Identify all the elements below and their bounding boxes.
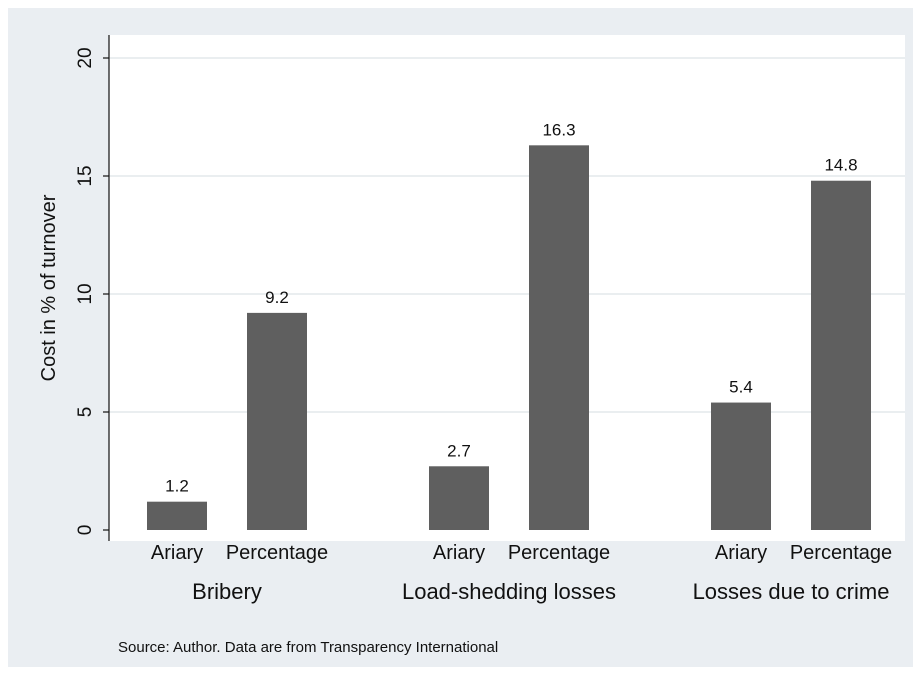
bar-category-label: Ariary <box>715 542 767 564</box>
bar <box>711 402 771 530</box>
bar <box>529 145 589 530</box>
bar-chart: 0 5 10 15 20 1.2 Ariary 9.2 Percentage Bribery 2.7… <box>38 35 905 656</box>
labels: 0 5 10 15 20 1.2 Ariary 9.2 Percentage Bribery 2.7… <box>75 47 892 604</box>
bars <box>147 145 871 530</box>
y-tick-label: 20 <box>75 47 96 68</box>
group-label: Bribery <box>192 579 262 604</box>
bar <box>811 180 871 530</box>
chart-container: 0 5 10 15 20 1.2 Ariary 9.2 Percentage Bribery 2.7… <box>8 8 913 667</box>
bar-category-label: Ariary <box>433 542 485 564</box>
bar <box>247 312 307 530</box>
bar-value-label: 5.4 <box>729 378 753 397</box>
y-axis-title: Cost in % of turnover <box>38 194 60 381</box>
bar-category-label: Percentage <box>226 542 328 564</box>
y-tick-label: 5 <box>75 407 96 418</box>
bar <box>147 501 207 530</box>
bar-value-label: 16.3 <box>542 120 575 139</box>
bar-category-label: Ariary <box>151 542 203 564</box>
bar-value-label: 9.2 <box>265 288 289 307</box>
group-label: Load-shedding losses <box>402 579 616 604</box>
group-label: Losses due to crime <box>693 579 890 604</box>
bar <box>429 466 489 530</box>
y-tick-label: 10 <box>75 283 96 304</box>
bar-category-label: Percentage <box>508 542 610 564</box>
gridlines <box>109 57 905 413</box>
plot-area <box>109 35 905 541</box>
source-note: Source: Author. Data are from Transparen… <box>118 639 498 656</box>
y-tick-label: 0 <box>75 525 96 536</box>
bar-value-label: 1.2 <box>165 477 189 496</box>
axes <box>103 35 110 541</box>
bar-value-label: 2.7 <box>447 441 471 460</box>
bar-value-label: 14.8 <box>824 156 857 175</box>
y-tick-label: 15 <box>75 165 96 186</box>
bar-category-label: Percentage <box>790 542 892 564</box>
